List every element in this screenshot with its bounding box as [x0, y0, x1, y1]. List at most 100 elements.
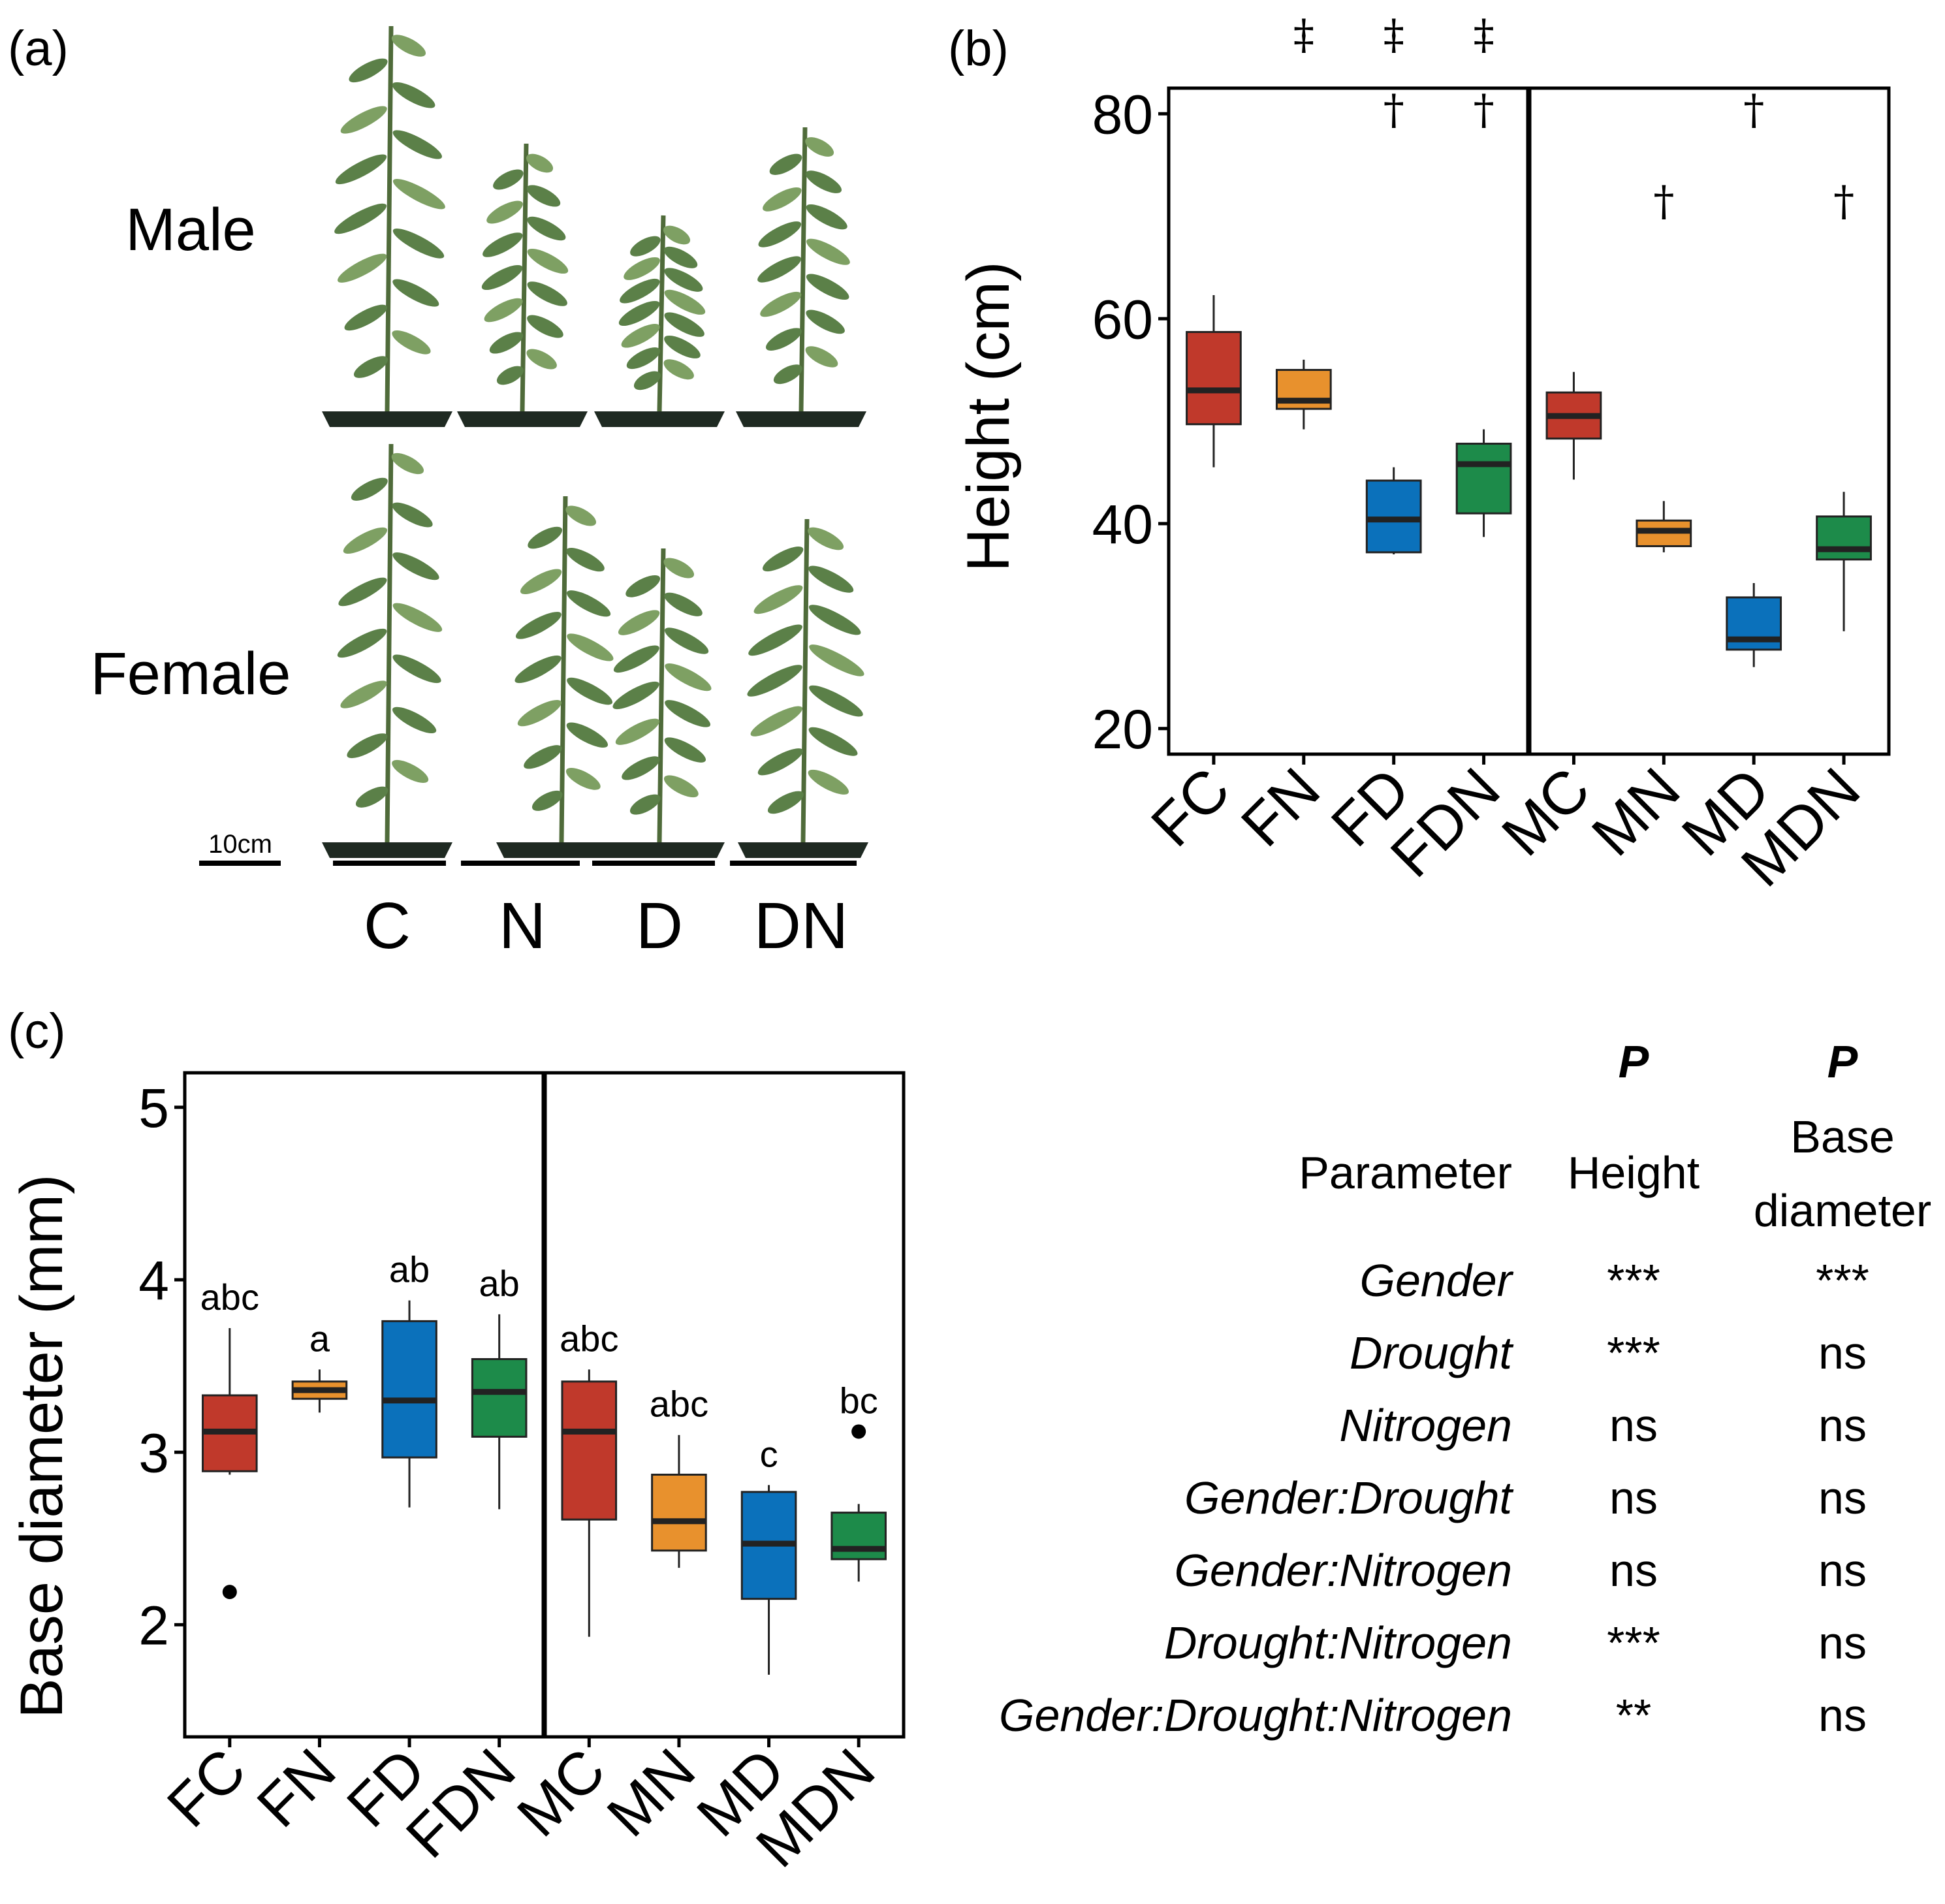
- plant-leaf: [391, 452, 424, 475]
- stats-base-p: ns: [1818, 1400, 1867, 1451]
- plant-leaf: [612, 681, 659, 710]
- plant-stem: [800, 518, 810, 843]
- plant-leaf: [748, 624, 802, 656]
- plant-leaf: [664, 592, 703, 616]
- plant-leaf: [665, 700, 711, 727]
- plant-leaf: [337, 628, 387, 658]
- y-tick-label: 80: [1092, 84, 1153, 145]
- stats-height-p: ***: [1607, 1327, 1660, 1378]
- parameter-header: Parameter: [1299, 1147, 1512, 1198]
- group-letter: ab: [479, 1263, 520, 1304]
- stats-height-p: ***: [1607, 1617, 1660, 1668]
- plant-leaf: [482, 232, 523, 257]
- plant-leaf: [391, 35, 426, 57]
- plant-stem: [559, 496, 568, 843]
- plant-leaf: [392, 654, 441, 684]
- base-header-line1: Base: [1790, 1111, 1895, 1162]
- plant-leaf: [664, 268, 703, 292]
- box: [381, 1320, 437, 1459]
- plant-leaf: [806, 274, 849, 300]
- plant-leaf: [493, 169, 524, 190]
- stats-parameter: Gender: [1360, 1255, 1514, 1306]
- group-letter: abc: [200, 1277, 259, 1318]
- box: [1816, 515, 1872, 561]
- plant-leaf: [809, 685, 863, 717]
- plant-leaf: [769, 153, 802, 175]
- stats-parameter: Gender:Drought:Nitrogen: [999, 1690, 1512, 1741]
- plant-leaf: [757, 256, 802, 283]
- plant-leaf: [527, 216, 566, 241]
- plant-leaf: [806, 238, 850, 265]
- plant-leaf: [665, 663, 712, 691]
- plant-leaf: [338, 577, 387, 607]
- group-letter: abc: [650, 1384, 708, 1425]
- plant-leaf: [622, 756, 660, 780]
- plant-leaf: [484, 298, 523, 323]
- stats-parameter: Drought: [1350, 1327, 1514, 1378]
- plant-leaf: [489, 332, 524, 354]
- x-category-label: MC: [1489, 755, 1602, 868]
- plant-stem: [799, 127, 808, 412]
- plant-leaf: [663, 225, 691, 245]
- plant-pot: [736, 411, 866, 427]
- plant-leaf: [567, 677, 613, 705]
- stats-height-p: ***: [1607, 1255, 1660, 1306]
- plant-leaf: [565, 768, 601, 790]
- panel-b: (b) Height (cm) 20406080FCFNFDFDNMCMNMDM…: [948, 11, 1891, 899]
- plant-5: [496, 496, 627, 858]
- plant-leaf: [517, 699, 561, 727]
- significance-annotation: †: [1474, 86, 1494, 135]
- plant-leaf: [664, 737, 706, 763]
- box: [1365, 479, 1422, 554]
- plant-pot: [457, 411, 588, 427]
- plant-pot: [594, 411, 725, 427]
- stats-row: Gender:Drought:Nitrogen ** ns: [999, 1690, 1867, 1741]
- stats-row: Drought:Nitrogen *** ns: [1164, 1617, 1867, 1668]
- significance-annotation: ‡: [1384, 11, 1404, 59]
- box: [651, 1473, 707, 1552]
- box: [1455, 443, 1512, 515]
- plant-leaf: [760, 291, 802, 317]
- stats-base-p: ***: [1816, 1255, 1869, 1306]
- plant-leaf: [767, 791, 804, 814]
- plant-leaf: [765, 328, 802, 351]
- plant-leaf: [481, 264, 523, 291]
- stats-row: Gender *** ***: [1360, 1255, 1869, 1306]
- stats-row: Drought *** ns: [1350, 1327, 1867, 1378]
- plant-leaf: [747, 665, 802, 697]
- plant-leaf: [344, 304, 388, 331]
- y-tick-label: 20: [1092, 699, 1153, 760]
- plant-leaf: [758, 221, 802, 247]
- stats-base-p: ns: [1818, 1617, 1867, 1668]
- y-tick-label: 40: [1092, 494, 1153, 555]
- y-tick-label: 2: [138, 1595, 169, 1657]
- stats-parameter: Gender:Nitrogen: [1174, 1545, 1512, 1596]
- height-header: Height: [1568, 1147, 1700, 1198]
- box: [1186, 330, 1242, 426]
- plant-leaf: [620, 278, 660, 304]
- group-letter: a: [309, 1318, 330, 1359]
- plant-leaf: [527, 281, 567, 306]
- plant-leaf: [527, 248, 569, 274]
- plant-leaf: [526, 153, 554, 173]
- significance-annotation: ‡: [1474, 11, 1494, 59]
- y-tick-label: 60: [1092, 289, 1153, 350]
- plant-leaf: [524, 745, 562, 769]
- box: [561, 1380, 618, 1521]
- plant-leaf: [527, 315, 563, 338]
- stats-row: Nitrogen ns ns: [1339, 1400, 1867, 1451]
- box: [830, 1512, 887, 1561]
- plant-leaf: [338, 253, 387, 283]
- plant-3: [736, 127, 866, 427]
- stats-parameter: Gender:Drought: [1184, 1472, 1514, 1523]
- plant-leaf: [392, 178, 445, 210]
- stats-base-p: ns: [1818, 1545, 1867, 1596]
- plant-leaf: [565, 505, 597, 526]
- plant-leaf: [808, 727, 858, 756]
- panel-a: (a) Male Female 10cm C N D DN: [8, 21, 868, 962]
- plant-leaf: [808, 527, 844, 550]
- plant-leaf: [615, 718, 659, 745]
- plant-leaf: [808, 565, 854, 593]
- plant-leaf: [663, 359, 694, 380]
